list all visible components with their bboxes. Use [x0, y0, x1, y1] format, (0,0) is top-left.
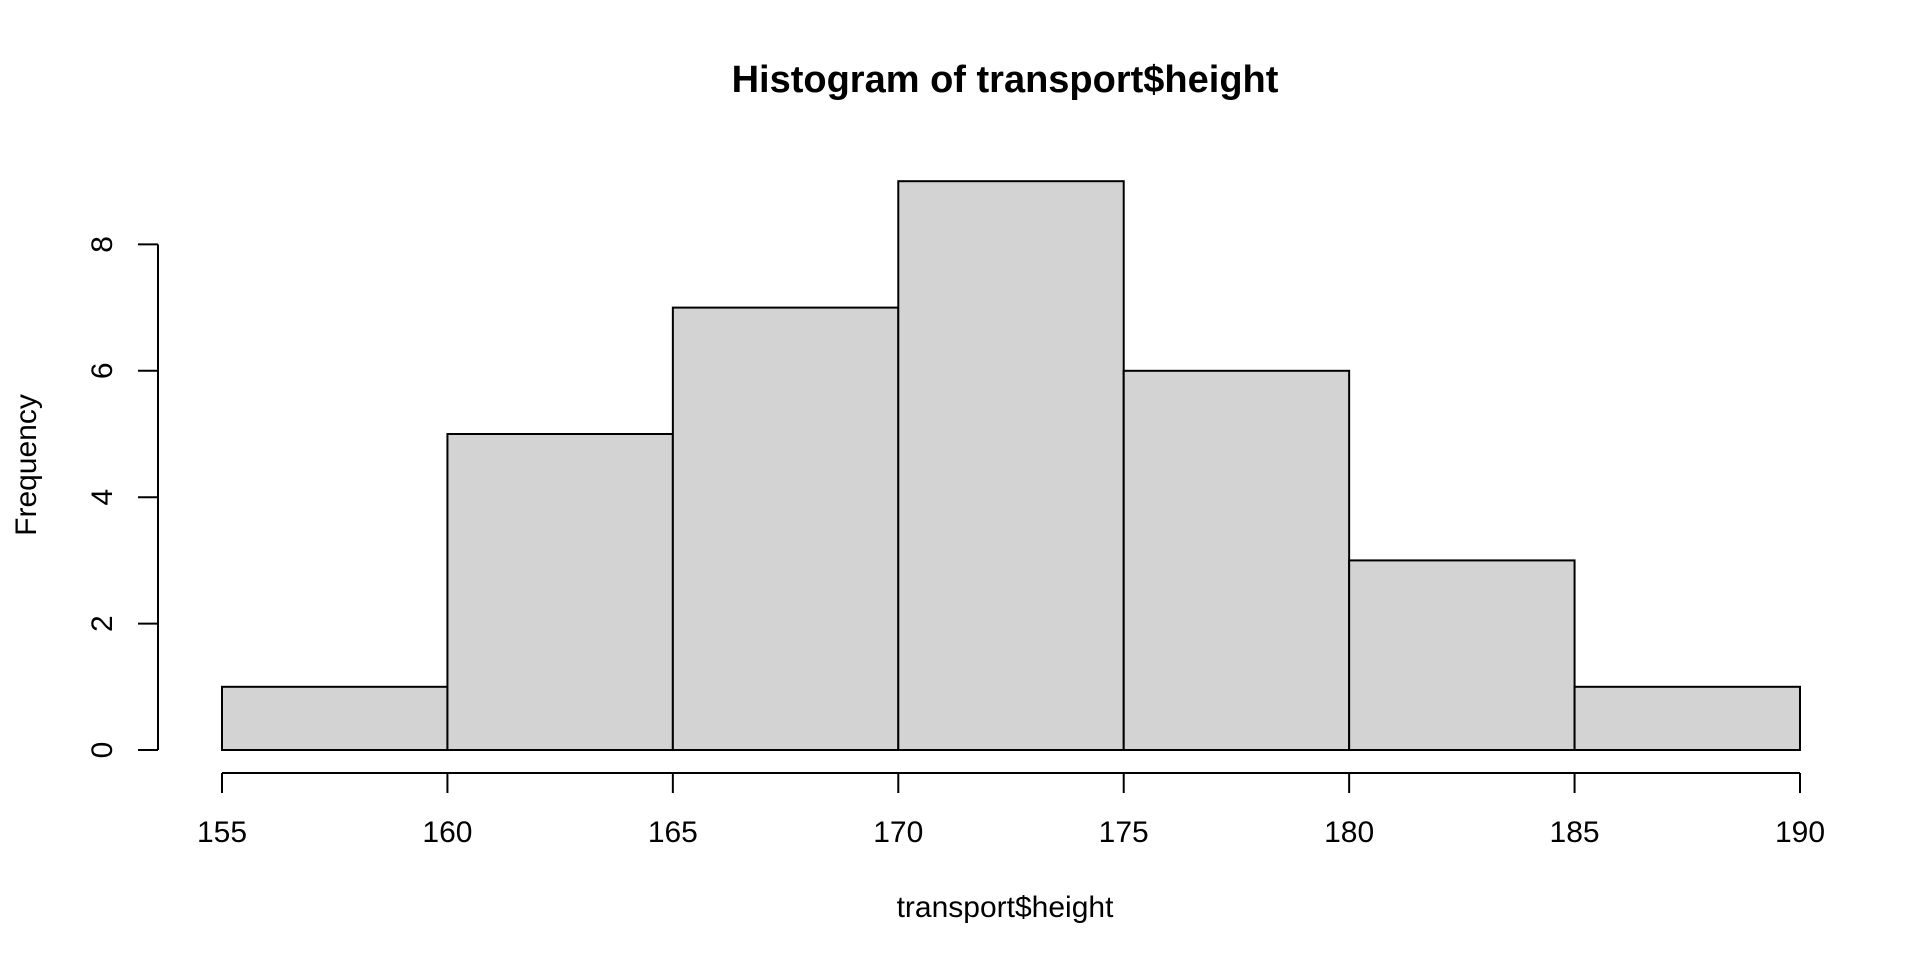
histogram-bar	[221, 685, 449, 751]
x-axis-label: transport$height	[897, 891, 1114, 924]
histogram-bar	[1348, 559, 1576, 752]
y-tick-label: 2	[86, 615, 119, 632]
histogram-bar	[671, 306, 900, 751]
x-tick-label: 155	[197, 816, 247, 849]
x-tick-label: 180	[1324, 816, 1374, 849]
x-tick-label: 160	[422, 816, 472, 849]
y-tick-label: 4	[86, 489, 119, 506]
histogram-bar	[897, 180, 1125, 751]
x-tick-label: 175	[1099, 816, 1149, 849]
chart-title: Histogram of transport$height	[732, 59, 1279, 101]
histogram-bar	[1122, 369, 1351, 751]
x-tick-label: 165	[648, 816, 698, 849]
histogram-bar	[1573, 685, 1801, 751]
x-axis: 155 160 165 170 175 180 185 190	[197, 772, 1825, 849]
y-axis: 0 2 4 6 8	[86, 236, 159, 759]
histogram-bar	[446, 433, 674, 751]
x-tick-label: 190	[1775, 816, 1825, 849]
x-tick-label: 170	[873, 816, 923, 849]
y-tick-label: 6	[86, 362, 119, 379]
x-tick-label: 185	[1550, 816, 1600, 849]
y-axis-label: Frequency	[10, 394, 43, 536]
y-tick-label: 8	[86, 236, 119, 253]
y-tick-label: 0	[86, 742, 119, 759]
bars-group	[221, 180, 1801, 752]
